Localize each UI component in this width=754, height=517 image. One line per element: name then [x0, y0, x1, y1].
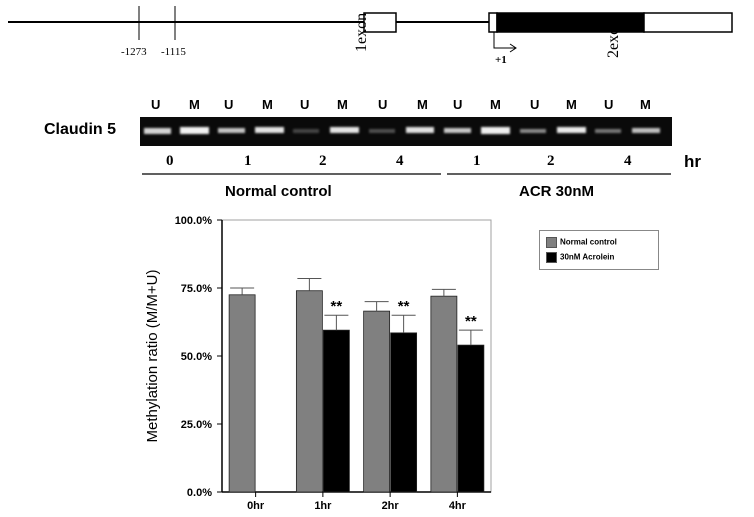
gel-band [218, 128, 245, 133]
gel-band [595, 129, 621, 133]
legend-label-normal: Normal control [560, 237, 617, 247]
lane-label-2: M [189, 97, 200, 112]
legend-item-acrolein: 30nM Acrolein [546, 252, 614, 263]
gel-gene-label: Claudin 5 [44, 121, 117, 138]
lane-label-8: M [417, 97, 428, 112]
lane-label-12: M [566, 97, 577, 112]
y-tick-label: 100.0% [175, 215, 213, 227]
lane-label-10: M [490, 97, 501, 112]
legend-swatch-acrolein [546, 252, 557, 263]
time-label-3: 2 [319, 153, 327, 169]
lane-label-4: M [262, 97, 273, 112]
bar [457, 344, 485, 493]
lane-label-1: U [151, 97, 161, 112]
lane-label-5: U [300, 97, 310, 112]
time-label-4: 4 [396, 153, 404, 169]
gel-band [330, 127, 359, 133]
gel-band [444, 128, 471, 133]
exon2-utr [643, 12, 733, 33]
bar [430, 295, 458, 493]
gene-map [8, 6, 733, 53]
gel-band [369, 129, 395, 133]
x-tick-label: 2hr [382, 500, 400, 512]
lane-label-7: U [378, 97, 388, 112]
bar [390, 332, 418, 493]
tss-label: +1 [495, 54, 507, 66]
lane-label-3: U [224, 97, 234, 112]
y-tick-label: 25.0% [181, 419, 212, 431]
group-divider-lines [142, 173, 671, 175]
position-label-2: -1115 [161, 46, 186, 58]
y-tick-label: 0.0% [187, 487, 212, 499]
significance-marker: ** [331, 298, 343, 315]
x-tick-label: 0hr [247, 500, 265, 512]
bar [295, 290, 323, 493]
group-label-normal: Normal control [225, 183, 332, 200]
position-label-1: -1273 [121, 46, 147, 58]
exon1-box [363, 12, 397, 33]
time-label-7: 4 [624, 153, 632, 169]
significance-marker: ** [465, 313, 477, 330]
legend-item-normal: Normal control [546, 237, 617, 248]
gel-band [144, 128, 171, 134]
legend-swatch-normal [546, 237, 557, 248]
gel-band [520, 129, 546, 133]
gel-image [140, 117, 672, 146]
y-tick-label: 75.0% [181, 283, 212, 295]
bar [322, 329, 350, 493]
y-tick-label: 50.0% [181, 351, 212, 363]
gel-band [632, 128, 660, 133]
gel-band [180, 127, 209, 134]
lane-label-13: U [604, 97, 614, 112]
chart-legend: Normal control 30nM Acrolein [539, 230, 659, 270]
time-label-2: 1 [244, 153, 252, 169]
tss-arrowhead-icon [509, 43, 517, 53]
tss-arrow-icon [493, 32, 516, 49]
time-label-6: 2 [547, 153, 555, 169]
x-tick-label: 1hr [314, 500, 332, 512]
gel-band [255, 127, 284, 133]
time-unit-label: hr [684, 152, 701, 171]
gel-band [293, 129, 319, 133]
gel-band [406, 127, 434, 133]
lane-label-11: U [530, 97, 540, 112]
y-axis-title: Methylation ratio (M/M+U) [144, 270, 161, 443]
significance-marker: ** [398, 298, 410, 315]
lane-label-9: U [453, 97, 463, 112]
bar [363, 310, 391, 493]
lane-label-14: M [640, 97, 651, 112]
bar [228, 294, 256, 493]
lane-label-6: M [337, 97, 348, 112]
x-tick-label: 4hr [449, 500, 467, 512]
gel-band [481, 127, 510, 134]
group-label-acrolein: ACR 30nM [519, 183, 595, 200]
gel-band [557, 127, 586, 133]
time-label-1: 0 [166, 153, 174, 169]
time-label-5: 1 [473, 153, 481, 169]
legend-label-acrolein: 30nM Acrolein [560, 252, 615, 262]
